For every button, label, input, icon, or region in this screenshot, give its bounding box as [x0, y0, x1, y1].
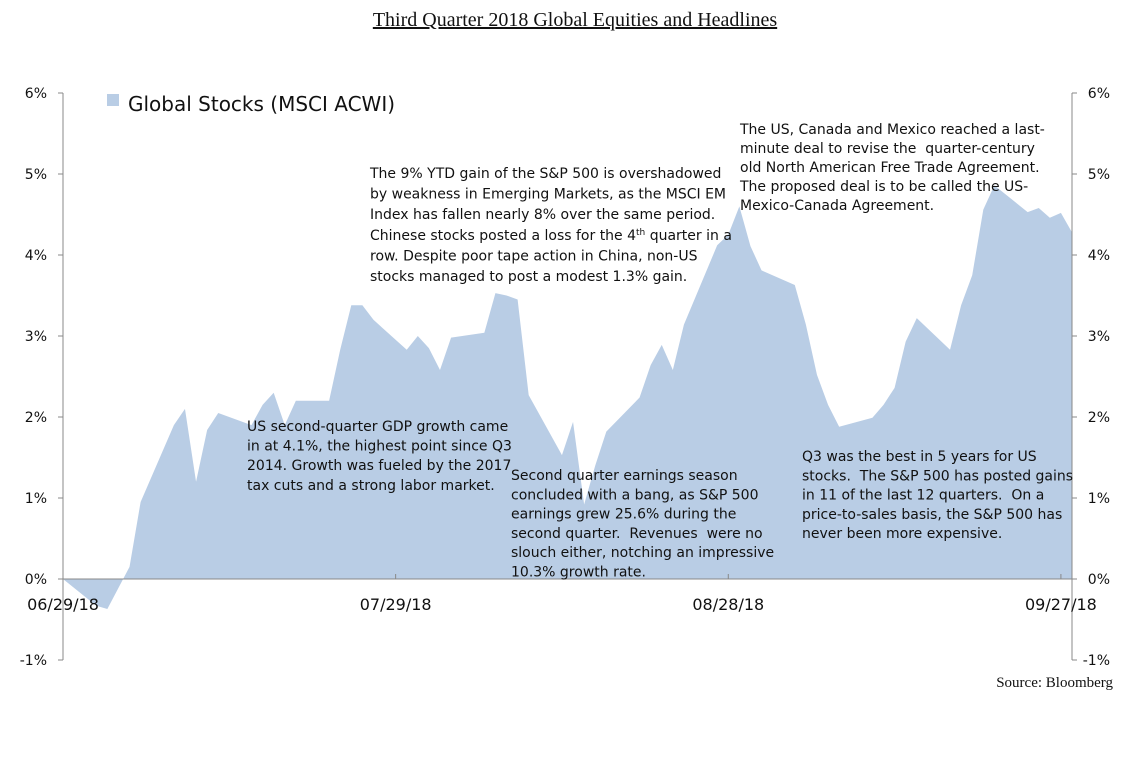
annotation-line: minute deal to revise the quarter-centur…: [740, 141, 1035, 157]
annotation-segment: Chinese stocks posted a loss for the 4: [370, 228, 636, 244]
annotation-segment: th: [636, 228, 645, 238]
annotation-line: never been more expensive.: [802, 526, 1002, 542]
annotation-line: US second-quarter GDP growth came: [247, 419, 508, 435]
y2-tick-label: 4%: [1088, 248, 1110, 264]
annotation-line: Second quarter earnings season: [511, 468, 738, 484]
annotation-line: The proposed deal is to be called the US…: [739, 179, 1028, 195]
annotation-line: in 11 of the last 12 quarters. On a: [802, 488, 1044, 504]
source: Source: Bloomberg: [996, 675, 1113, 691]
annotation-line: concluded with a bang, as S&P 500: [511, 487, 758, 503]
annotation-line: slouch either, notching an impressive: [511, 545, 774, 561]
y-tick-label: 4%: [25, 248, 47, 264]
legend-swatch: [107, 94, 119, 106]
annotation-line: in at 4.1%, the highest point since Q3: [247, 439, 512, 455]
legend-label: Global Stocks (MSCI ACWI): [128, 92, 395, 116]
area: [63, 185, 1072, 609]
y-tick-label: 3%: [25, 329, 47, 345]
y-tick-label: 0%: [25, 572, 47, 588]
x-tick-label: 09/27/18: [1025, 595, 1097, 614]
annotation-line: row. Despite poor tape action in China, …: [370, 248, 698, 264]
annotation-line: stocks managed to post a modest 1.3% gai…: [370, 269, 687, 285]
y2-tick-label: 3%: [1088, 329, 1110, 345]
annotation-line: stocks. The S&P 500 has posted gains: [802, 468, 1073, 484]
y-tick-label: 5%: [25, 167, 47, 183]
y-tick-label: -1%: [20, 653, 47, 669]
y2-tick-label: 2%: [1088, 410, 1110, 426]
y2-tick-label: -1%: [1083, 653, 1110, 669]
annotation-line: Q3 was the best in 5 years for US: [802, 449, 1037, 465]
x-tick-label: 06/29/18: [27, 595, 99, 614]
annotation-line: tax cuts and a strong labor market.: [247, 478, 495, 494]
annotation-line: The US, Canada and Mexico reached a last…: [739, 122, 1045, 138]
annotation-line: Index has fallen nearly 8% over the same…: [370, 207, 715, 223]
annotation-line: price-to-sales basis, the S&P 500 has: [802, 507, 1062, 523]
y-tick-label: 2%: [25, 410, 47, 426]
annotation-line: 2014. Growth was fueled by the 2017: [247, 458, 511, 474]
annotation-segment: quarter in a: [645, 228, 732, 244]
annotation-line: Mexico-Canada Agreement.: [740, 198, 934, 214]
y-tick-label: 6%: [25, 86, 47, 102]
annotation-line: The 9% YTD gain of the S&P 500 is oversh…: [369, 166, 721, 182]
annotation-line: by weakness in Emerging Markets, as the …: [370, 187, 726, 203]
y2-tick-label: 5%: [1088, 167, 1110, 183]
y2-tick-label: 0%: [1088, 572, 1110, 588]
annotation-line: second quarter. Revenues were no: [511, 526, 763, 542]
y2-tick-label: 6%: [1088, 86, 1110, 102]
chart-title: Third Quarter 2018 Global Equities and H…: [373, 9, 778, 31]
annotation-line: Chinese stocks posted a loss for the 4th…: [370, 228, 732, 244]
annotation-line: old North American Free Trade Agreement.: [740, 160, 1040, 176]
x-tick-label: 08/28/18: [692, 595, 764, 614]
annotation-line: 10.3% growth rate.: [511, 565, 646, 581]
y-tick-label: 1%: [25, 491, 47, 507]
annotation-line: earnings grew 25.6% during the: [511, 507, 736, 523]
y2-tick-label: 1%: [1088, 491, 1110, 507]
x-tick-label: 07/29/18: [360, 595, 432, 614]
